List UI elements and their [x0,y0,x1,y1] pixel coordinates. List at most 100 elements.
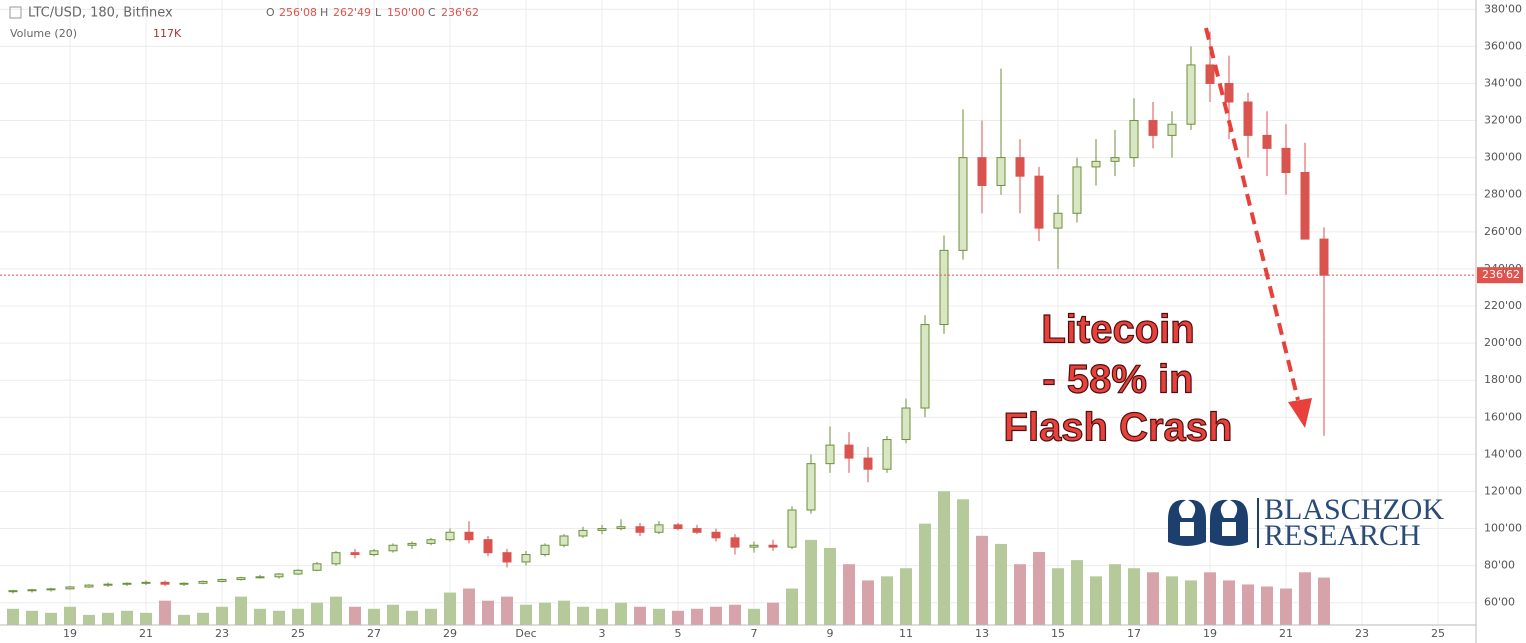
candle-body [844,444,854,459]
candle-body [122,582,132,585]
y-tick-label: 260'00 [1484,225,1522,238]
y-tick-label: 220'00 [1484,299,1522,312]
volume-bar [463,588,475,625]
candle-body [673,524,683,530]
volume-bar [539,602,551,625]
x-tick-label: Dec [515,627,536,640]
x-tick-label: 23 [215,627,229,640]
volume-bar [748,608,760,625]
candle-body [597,528,607,531]
volume-bar [330,596,342,625]
candle-body [1053,212,1063,229]
y-tick-label: 340'00 [1484,76,1522,89]
candle-body [616,526,626,530]
volume-bar [121,610,133,625]
x-tick-label: 23 [1355,627,1369,640]
volume-bar [1128,568,1140,625]
last-price-box [1477,267,1523,284]
y-tick-label: 160'00 [1484,410,1522,423]
x-tick-label: 11 [899,627,913,640]
y-tick-label: 300'00 [1484,151,1522,164]
volume-bar [1280,588,1292,625]
volume-bar [919,523,931,625]
volume-bar [1299,572,1311,625]
x-tick-label: 21 [1279,627,1293,640]
volume-bar [805,539,817,625]
candle-body [749,544,759,548]
candle-body [730,537,740,548]
x-tick-label: 19 [1203,627,1217,640]
candle-body [464,531,474,541]
volume-bar [311,602,323,625]
candle-body [8,590,18,593]
collapse-icon[interactable] [9,6,22,19]
candle-body [654,524,664,533]
candle-body [882,439,892,470]
volume-bar [64,606,76,625]
low-label: L [375,6,382,19]
volume-bar [691,608,703,625]
volume-bar [1014,564,1026,625]
close-value: 236'62 [441,6,479,19]
candle-body [901,407,911,441]
x-tick-label: 7 [751,627,758,640]
close-label: C [428,6,436,19]
volume-bar [235,596,247,625]
candle-body [1148,120,1158,136]
x-tick-label: 9 [827,627,834,640]
volume-bar [520,604,532,625]
volume-bar [26,610,38,625]
candle-body [996,157,1006,186]
y-tick-label: 280'00 [1484,188,1522,201]
volume-bar [254,608,266,625]
candle-body [350,552,360,556]
annotation: - 58% in [1042,358,1193,402]
y-tick-label: 200'00 [1484,336,1522,349]
volume-title: Volume (20) [10,27,77,40]
candle-body [179,582,189,585]
volume-bar [843,564,855,625]
volume-bar [387,604,399,625]
volume-bar [368,608,380,625]
candle-body [559,535,569,546]
volume-bar [425,608,437,625]
candle-body [711,531,721,539]
candle-body [578,529,588,537]
y-tick-label: 180'00 [1484,373,1522,386]
candle-body [1262,134,1272,149]
low-value: 150'00 [387,6,425,19]
volume-bar [615,602,627,625]
volume-bar [729,604,741,625]
volume-bar [45,612,57,625]
y-tick-label: 360'00 [1484,39,1522,52]
volume-bar [710,606,722,625]
x-tick-label: 3 [599,627,606,640]
candle-body [1243,101,1253,136]
candle-body [236,577,246,581]
volume-bar [482,600,494,625]
candle-body [141,581,151,584]
x-tick-label: 27 [367,627,381,640]
x-tick-label: 21 [139,627,153,640]
open-value: 256'08 [279,6,317,19]
x-tick-label: 5 [675,627,682,640]
candle-body [1186,64,1196,125]
y-tick-label: 60'00 [1484,596,1515,609]
annotation: Litecoin [1041,308,1194,352]
candle-body [806,463,816,511]
candle-body [445,531,455,541]
candle-body [521,554,531,563]
candle-body [787,509,797,548]
candle-body [483,539,493,554]
logo: BLASCHZOK RESEARCH [1168,493,1444,552]
candle-body [1110,157,1120,162]
candle-body [312,563,322,571]
x-tick-label: 25 [291,627,305,640]
volume-bar [1109,564,1121,625]
volume-bar [1147,572,1159,625]
candle-body [920,324,930,409]
last-price-label: 236'62 [1482,268,1520,281]
volume-bar [140,612,152,625]
volume-bar [1318,577,1330,625]
